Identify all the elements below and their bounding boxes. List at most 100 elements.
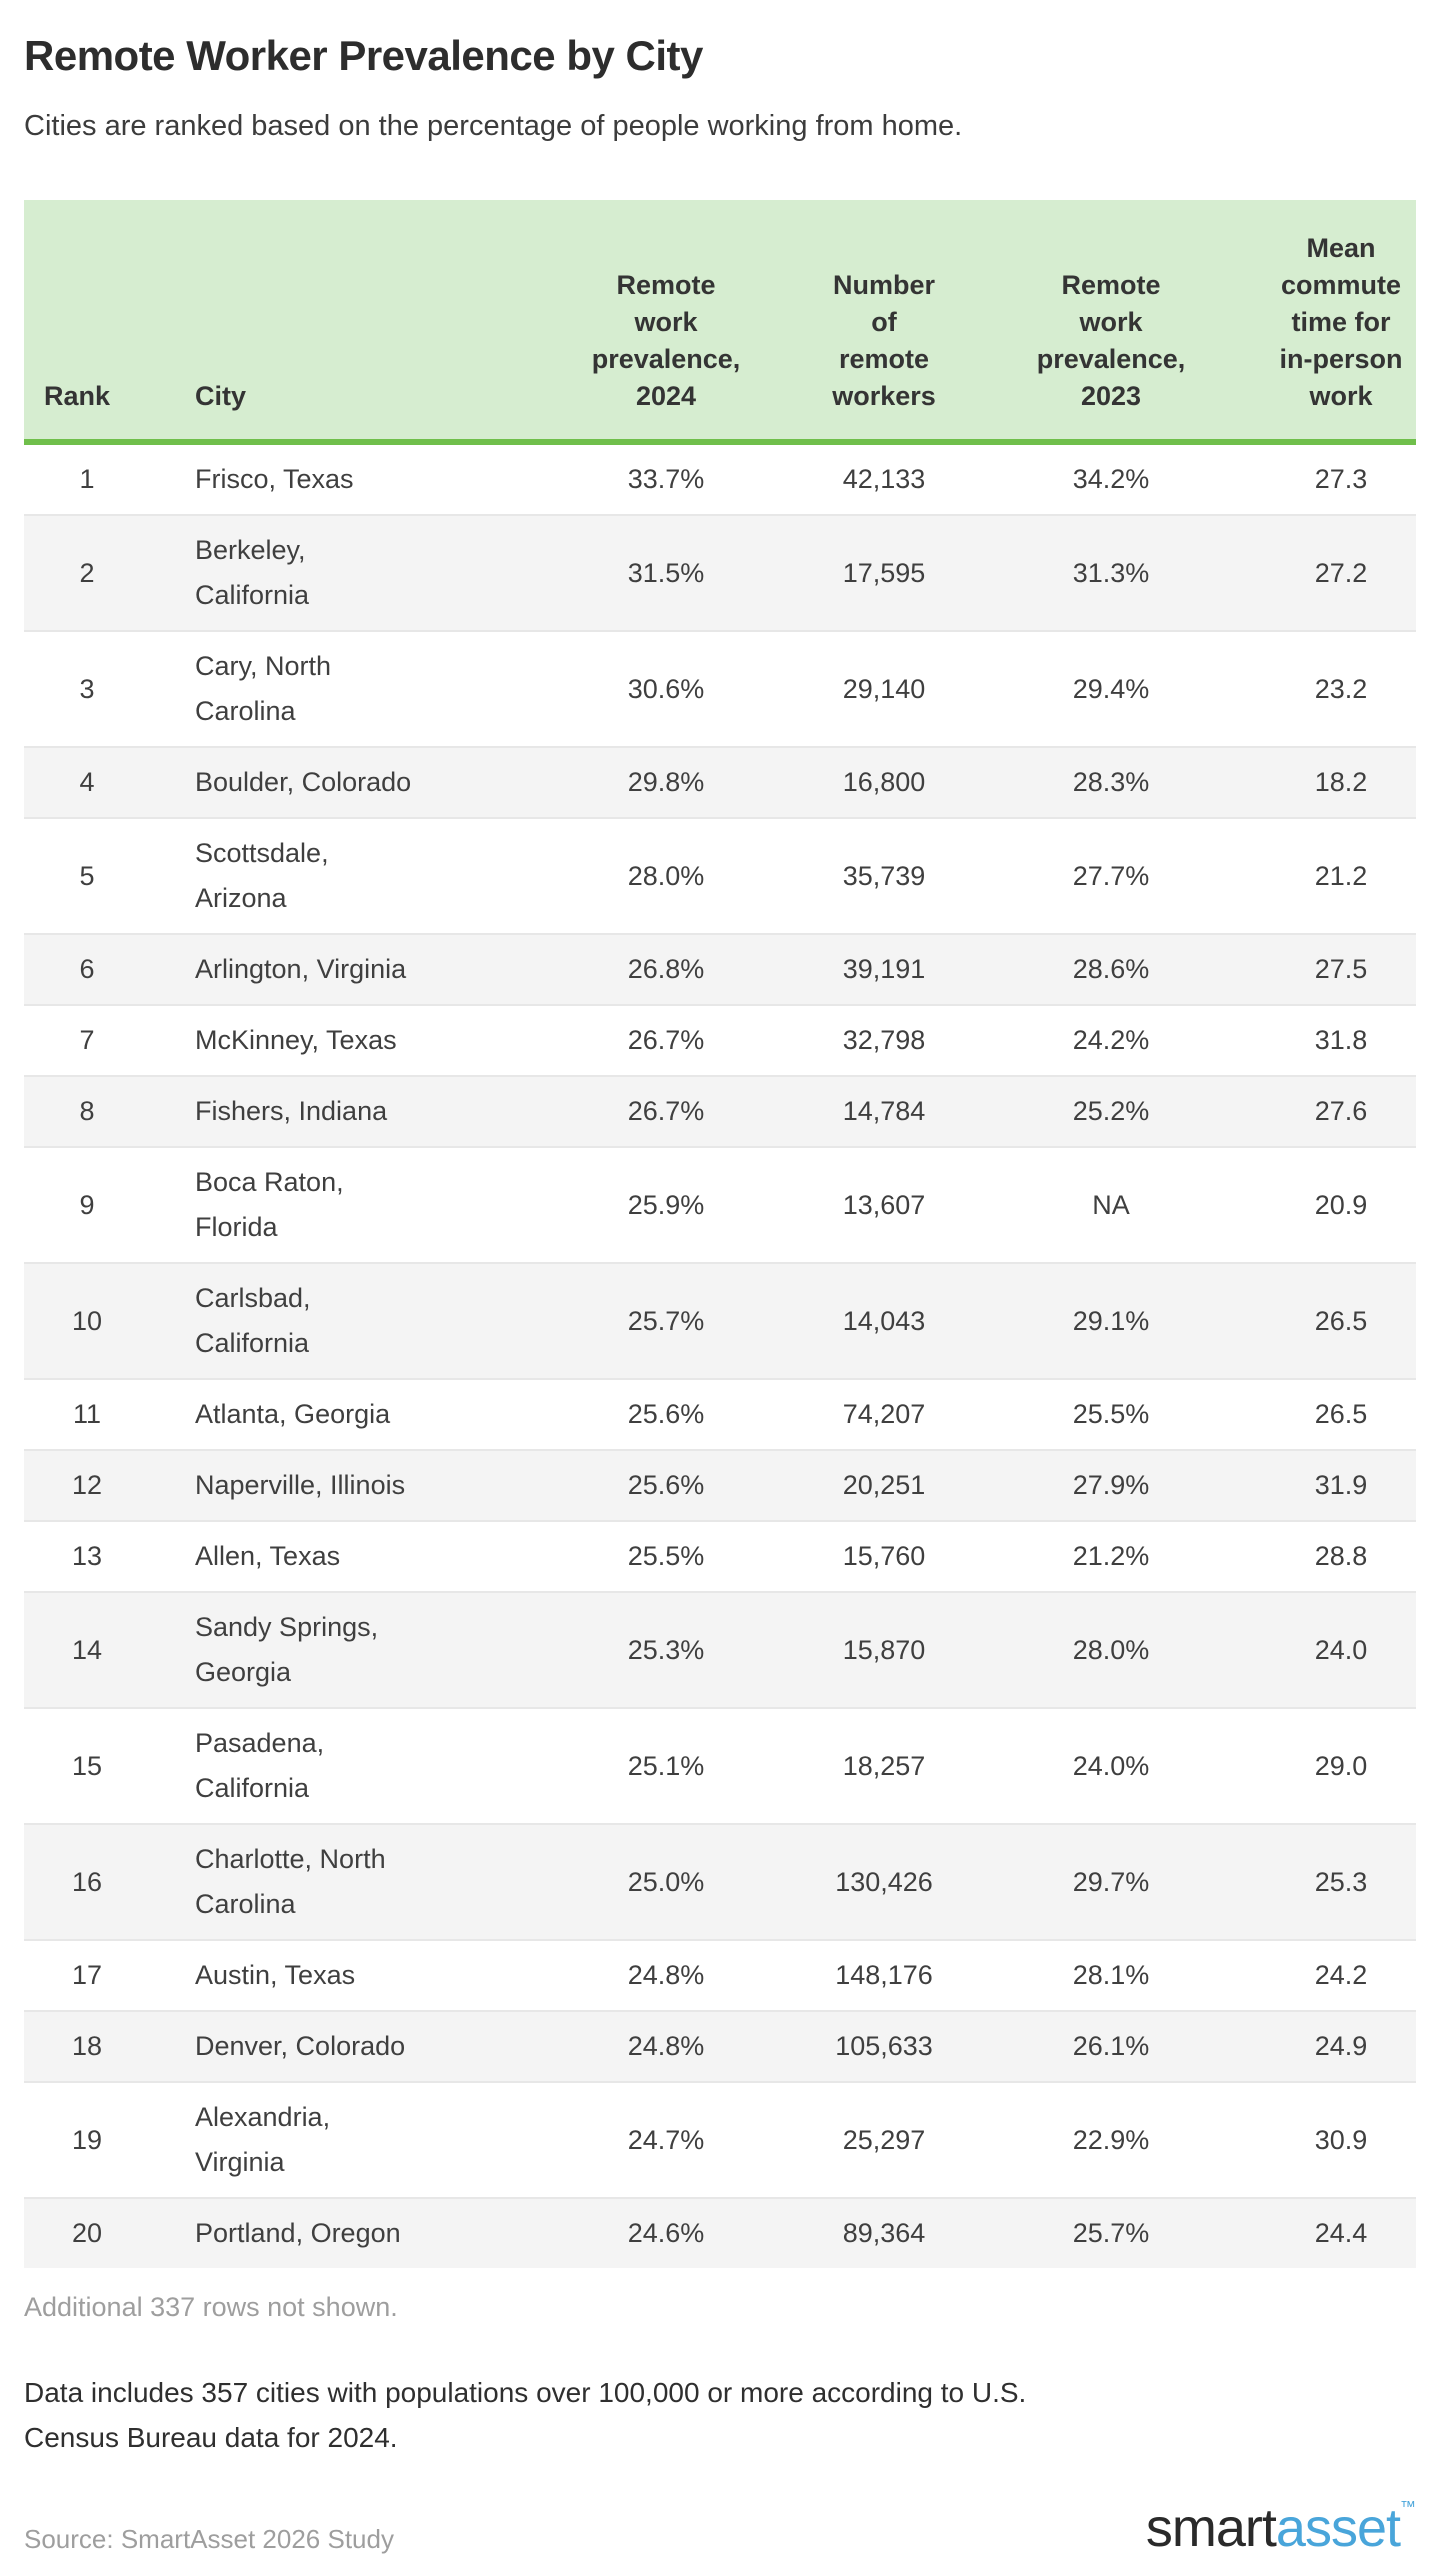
cell-rank: 9 [79, 1189, 95, 1220]
cell-rank: 14 [71, 1634, 103, 1665]
cell-city: Arlington, Virginia [195, 954, 407, 984]
cell-remote_workers: 29,140 [842, 673, 926, 704]
cell-prevalence_2024: 29.8% [627, 767, 705, 797]
cell-remote_workers: 16,800 [842, 767, 926, 797]
cell-city: Austin, Texas [195, 1960, 356, 1990]
cell-prevalence_2024: 24.7% [627, 2124, 705, 2155]
cell-city: Sandy Springs, Georgia [195, 1612, 379, 1687]
table-row: 19 Alexandria, Virginia 24.7% 25,297 22.9% 30… [24, 2082, 1416, 2198]
cell-mean_commute: 25.3 [1314, 1866, 1368, 1897]
cell-prevalence_2024: 25.5% [627, 1541, 705, 1571]
cell-remote_workers: 25,297 [842, 2124, 926, 2155]
cell-rank: 13 [71, 1541, 103, 1571]
cell-mean_commute: 27.5 [1314, 954, 1368, 984]
cell-city: Portland, Oregon [195, 2218, 401, 2248]
cell-rank: 15 [71, 1750, 103, 1781]
trademark-symbol: ™ [1400, 2499, 1416, 2516]
cell-remote_workers: 18,257 [842, 1750, 926, 1781]
cell-rank: 7 [79, 1025, 95, 1055]
table-row: 8 Fishers, Indiana 26.7% 14,784 25.2% 27.6 [24, 1076, 1416, 1147]
cell-city: Denver, Colorado [195, 2031, 406, 2061]
cell-city: Boca Raton, Florida [195, 1167, 344, 1242]
cell-prevalence_2023: NA [1092, 1189, 1130, 1220]
cell-prevalence_2024: 24.6% [627, 2218, 705, 2248]
cell-prevalence_2024: 26.7% [627, 1025, 705, 1055]
cell-city: McKinney, Texas [195, 1025, 397, 1055]
cell-rank: 3 [79, 673, 95, 704]
table-row: 16 Charlotte, North Carolina 25.0% 130,426 2… [24, 1824, 1416, 1940]
table-row: 17 Austin, Texas 24.8% 148,176 28.1% 24.2 [24, 1940, 1416, 2011]
cell-mean_commute: 29.0 [1314, 1750, 1368, 1781]
cell-mean_commute: 28.8 [1314, 1541, 1368, 1571]
table-header: Rank City Remote work prevalence, 2024 Numb… [24, 200, 1416, 445]
cell-rank: 10 [71, 1305, 103, 1336]
remote-worker-table: Rank City Remote work prevalence, 2024 Numb… [24, 200, 1416, 2268]
table-row: 3 Cary, North Carolina 30.6% 29,140 29.4% 23.… [24, 631, 1416, 747]
cell-rank: 19 [71, 2124, 103, 2155]
column-header-prevalence_2024: Remote work prevalence, 2024 [560, 200, 772, 445]
cell-mean_commute: 26.5 [1314, 1399, 1368, 1429]
table-row: 2 Berkeley, California 31.5% 17,595 31.3% 27.… [24, 515, 1416, 631]
cell-remote_workers: 89,364 [842, 2218, 926, 2248]
cell-city: Charlotte, North Carolina [195, 1844, 386, 1919]
cell-prevalence_2023: 28.6% [1072, 954, 1150, 984]
cell-prevalence_2023: 29.4% [1072, 673, 1150, 704]
cell-prevalence_2023: 27.9% [1072, 1470, 1150, 1500]
cell-city: Scottsdale, Arizona [195, 838, 329, 913]
cell-prevalence_2023: 24.2% [1072, 1025, 1150, 1055]
cell-city: Boulder, Colorado [195, 767, 412, 797]
cell-prevalence_2024: 25.6% [627, 1470, 705, 1500]
cell-city: Atlanta, Georgia [195, 1399, 391, 1429]
cell-prevalence_2024: 25.0% [627, 1866, 705, 1897]
source-note: Source: SmartAsset 2026 Study [24, 2524, 394, 2554]
cell-city: Carlsbad, California [195, 1283, 311, 1358]
table-row: 12 Naperville, Illinois 25.6% 20,251 27.9% 31… [24, 1450, 1416, 1521]
cell-remote_workers: 14,784 [842, 1096, 926, 1126]
cell-prevalence_2024: 26.8% [627, 954, 705, 984]
cell-prevalence_2023: 28.3% [1072, 767, 1150, 797]
cell-remote_workers: 130,426 [835, 1866, 933, 1897]
cell-rank: 18 [71, 2031, 103, 2061]
cell-remote_workers: 39,191 [842, 954, 926, 984]
smartasset-logo: smartasset™ [1146, 2480, 1416, 2556]
table-row: 7 McKinney, Texas 26.7% 32,798 24.2% 31.8 [24, 1005, 1416, 1076]
cell-rank: 16 [71, 1866, 103, 1897]
cell-prevalence_2024: 24.8% [627, 1960, 705, 1990]
cell-city: Alexandria, Virginia [195, 2102, 331, 2177]
cell-rank: 6 [79, 954, 95, 984]
cell-mean_commute: 27.2 [1314, 557, 1368, 588]
cell-city: Pasadena, California [195, 1728, 325, 1803]
cell-remote_workers: 15,870 [842, 1634, 926, 1665]
table-row: 6 Arlington, Virginia 26.8% 39,191 28.6% 27.5 [24, 934, 1416, 1005]
column-header-remote_workers: Number of remote workers [772, 200, 996, 445]
cell-remote_workers: 148,176 [835, 1960, 933, 1990]
cell-prevalence_2023: 25.2% [1072, 1096, 1150, 1126]
table-row: 20 Portland, Oregon 24.6% 89,364 25.7% 24.4 [24, 2198, 1416, 2268]
cell-city: Berkeley, California [195, 535, 310, 610]
table-row: 15 Pasadena, California 25.1% 18,257 24.0% 29… [24, 1708, 1416, 1824]
cell-rank: 8 [79, 1096, 95, 1126]
cell-rank: 5 [79, 860, 95, 891]
cell-remote_workers: 35,739 [842, 860, 926, 891]
column-header-city: City [150, 200, 560, 445]
table-row: 5 Scottsdale, Arizona 28.0% 35,739 27.7% 21.2 [24, 818, 1416, 934]
cell-prevalence_2023: 29.7% [1072, 1866, 1150, 1897]
table-body: 1 Frisco, Texas 33.7% 42,133 34.2% 27.3 2 Berke… [24, 442, 1416, 2268]
cell-remote_workers: 13,607 [842, 1189, 926, 1220]
logo-asset-text: asset [1275, 2498, 1401, 2558]
cell-mean_commute: 24.4 [1314, 2218, 1368, 2248]
cell-prevalence_2023: 27.7% [1072, 860, 1150, 891]
table-row: 18 Denver, Colorado 24.8% 105,633 26.1% 24.9 [24, 2011, 1416, 2082]
cell-prevalence_2023: 21.2% [1072, 1541, 1150, 1571]
cell-remote_workers: 20,251 [842, 1470, 926, 1500]
table-header-row: Rank City Remote work prevalence, 2024 Numb… [24, 200, 1416, 445]
cell-city: Fishers, Indiana [195, 1096, 388, 1126]
cell-mean_commute: 21.2 [1314, 860, 1368, 891]
cell-remote_workers: 74,207 [842, 1399, 926, 1429]
cell-mean_commute: 27.3 [1314, 464, 1368, 494]
cell-prevalence_2023: 25.5% [1072, 1399, 1150, 1429]
cell-prevalence_2024: 25.6% [627, 1399, 705, 1429]
cell-prevalence_2024: 31.5% [627, 557, 705, 588]
cell-prevalence_2024: 30.6% [627, 673, 705, 704]
cell-prevalence_2023: 22.9% [1072, 2124, 1150, 2155]
